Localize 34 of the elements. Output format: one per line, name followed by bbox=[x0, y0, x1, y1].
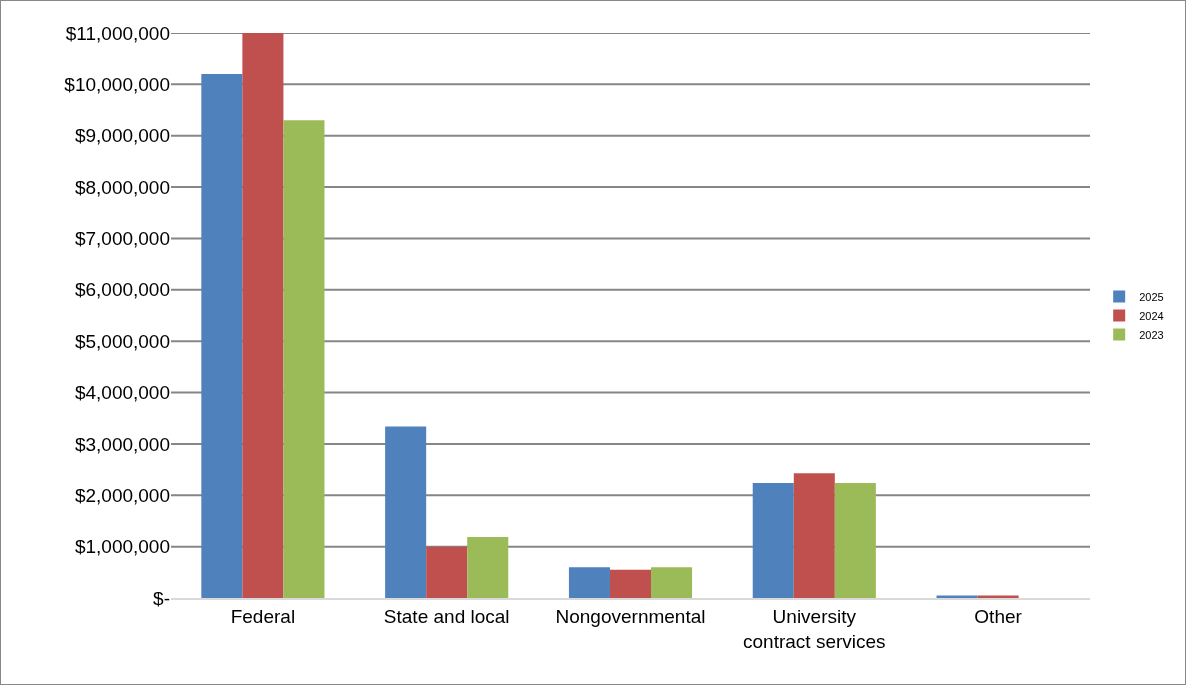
x-tick-label: Federal bbox=[230, 605, 296, 627]
bar bbox=[467, 536, 509, 598]
bar bbox=[977, 595, 1019, 598]
y-tick-label: $2,000,000 bbox=[74, 484, 170, 506]
bar bbox=[651, 567, 693, 598]
y-tick-label: $- bbox=[153, 587, 170, 609]
bar bbox=[283, 120, 325, 598]
legend-label: 2024 bbox=[1139, 309, 1164, 322]
bar bbox=[609, 569, 652, 598]
x-tick-label: Other bbox=[974, 605, 1023, 627]
x-tick-label: State and local bbox=[383, 605, 510, 627]
y-tick-label: $11,000,000 bbox=[65, 22, 170, 44]
bar bbox=[426, 546, 468, 598]
y-tick-label: $6,000,000 bbox=[74, 279, 170, 301]
bar bbox=[793, 473, 835, 598]
y-tick-label: $5,000,000 bbox=[74, 330, 170, 352]
legend-label: 2025 bbox=[1139, 290, 1164, 303]
y-tick-label: $8,000,000 bbox=[74, 176, 170, 198]
x-tick-label: Nongovernmental bbox=[555, 605, 706, 627]
bar bbox=[936, 595, 978, 598]
bar bbox=[385, 426, 427, 598]
bar bbox=[834, 482, 876, 598]
x-tick-label: University contract services bbox=[743, 605, 886, 652]
bar bbox=[752, 482, 794, 598]
legend-label: 2023 bbox=[1139, 328, 1164, 341]
y-tick-label: $10,000,000 bbox=[64, 74, 170, 96]
bar bbox=[201, 74, 243, 598]
y-tick-label: $1,000,000 bbox=[74, 536, 170, 558]
y-tick-label: $4,000,000 bbox=[74, 382, 170, 404]
y-tick-label: $7,000,000 bbox=[74, 228, 170, 250]
y-tick-label: $9,000,000 bbox=[74, 125, 170, 147]
y-tick-label: $3,000,000 bbox=[74, 433, 170, 455]
bar bbox=[242, 33, 284, 598]
bar bbox=[568, 567, 610, 598]
